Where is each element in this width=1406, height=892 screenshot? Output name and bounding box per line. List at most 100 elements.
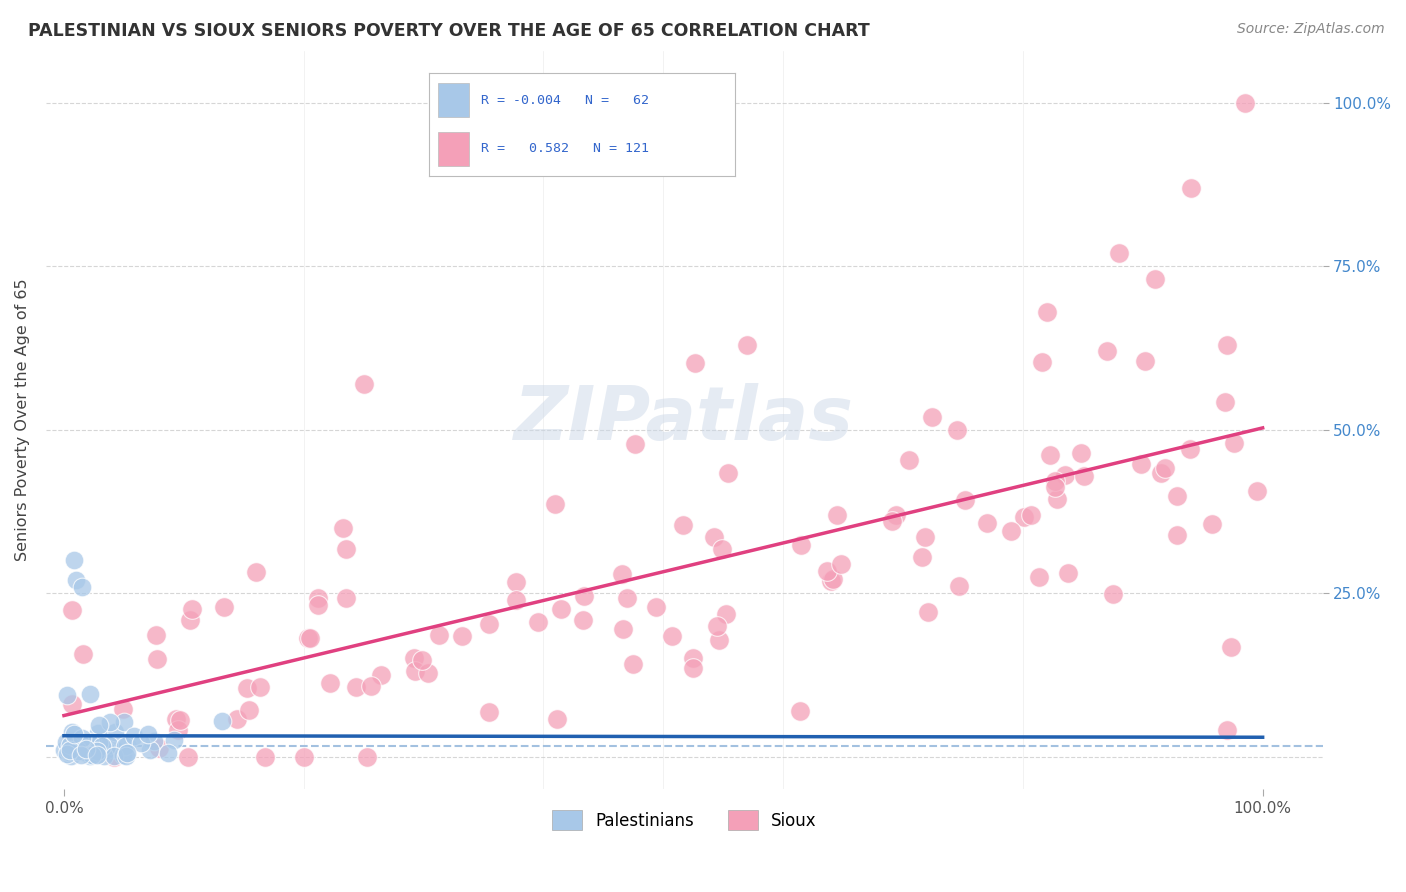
Point xyxy=(815,565,838,579)
Point xyxy=(169,713,191,727)
Point xyxy=(245,565,267,579)
Point xyxy=(450,629,472,643)
Point xyxy=(574,589,596,603)
Point xyxy=(427,627,450,641)
Point xyxy=(404,651,426,665)
Point xyxy=(1039,448,1062,462)
Point xyxy=(571,613,593,627)
Point xyxy=(1180,181,1202,195)
Point xyxy=(66,739,89,754)
Point xyxy=(55,735,77,749)
Point xyxy=(318,675,340,690)
Point xyxy=(117,738,139,752)
Point xyxy=(1150,466,1173,480)
Point xyxy=(735,338,758,352)
Point xyxy=(703,530,725,544)
Point xyxy=(707,632,730,647)
Point xyxy=(142,734,165,748)
Point xyxy=(714,607,737,622)
Point xyxy=(717,466,740,480)
Point xyxy=(612,622,634,636)
Point xyxy=(550,602,572,616)
Point xyxy=(1036,305,1059,319)
Point xyxy=(59,748,82,763)
Point xyxy=(898,453,921,467)
Point xyxy=(72,647,94,661)
Text: PALESTINIAN VS SIOUX SENIORS POVERTY OVER THE AGE OF 65 CORRELATION CHART: PALESTINIAN VS SIOUX SENIORS POVERTY OVE… xyxy=(28,22,870,40)
Point xyxy=(93,749,115,764)
Point xyxy=(86,747,108,762)
Point xyxy=(136,727,159,741)
Point xyxy=(1153,461,1175,475)
Point xyxy=(1056,566,1078,580)
Text: Source: ZipAtlas.com: Source: ZipAtlas.com xyxy=(1237,22,1385,37)
Point xyxy=(1101,587,1123,601)
Point xyxy=(307,598,329,612)
Point xyxy=(945,423,967,437)
Y-axis label: Seniors Poverty Over the Age of 65: Seniors Poverty Over the Age of 65 xyxy=(15,278,30,561)
Point xyxy=(79,748,101,763)
Point xyxy=(69,735,91,749)
Point xyxy=(353,376,375,391)
Point xyxy=(62,743,84,757)
Point xyxy=(976,516,998,531)
Point xyxy=(1220,640,1243,654)
Point xyxy=(111,702,134,716)
Point xyxy=(1073,469,1095,483)
Point xyxy=(884,508,907,523)
Point xyxy=(211,714,233,728)
Point xyxy=(418,666,440,681)
Point xyxy=(103,748,125,763)
Point xyxy=(1028,570,1050,584)
Point xyxy=(115,748,138,763)
Point xyxy=(790,538,813,552)
Point xyxy=(527,615,550,629)
Point xyxy=(165,712,187,726)
Point xyxy=(67,744,90,758)
Point xyxy=(73,745,96,759)
Point xyxy=(89,718,111,732)
Point xyxy=(77,748,100,763)
Point xyxy=(505,575,527,590)
Point xyxy=(1178,442,1201,457)
Point xyxy=(63,727,86,741)
Point xyxy=(610,566,633,581)
Point xyxy=(1143,272,1166,286)
Point xyxy=(1045,492,1067,507)
Point xyxy=(75,742,97,756)
Point xyxy=(90,739,112,753)
Point xyxy=(69,744,91,758)
Point xyxy=(156,747,179,761)
Point xyxy=(624,436,647,450)
Point xyxy=(65,742,87,756)
Point xyxy=(60,724,83,739)
Point xyxy=(180,602,202,616)
Point xyxy=(1019,508,1042,522)
Point xyxy=(87,736,110,750)
Point xyxy=(60,743,83,757)
Point xyxy=(711,542,734,557)
Point xyxy=(825,508,848,522)
Point xyxy=(360,679,382,693)
Point xyxy=(948,579,970,593)
Point xyxy=(94,743,117,757)
Point xyxy=(1108,246,1130,260)
Point xyxy=(820,574,842,589)
Point xyxy=(59,738,82,752)
Point xyxy=(478,705,501,719)
Point xyxy=(98,715,121,730)
Point xyxy=(335,591,357,605)
Point xyxy=(344,680,367,694)
Point xyxy=(79,687,101,701)
Point xyxy=(122,729,145,743)
Point xyxy=(682,651,704,665)
Point xyxy=(953,492,976,507)
Point xyxy=(53,742,76,756)
Point xyxy=(332,521,354,535)
Legend: Palestinians, Sioux: Palestinians, Sioux xyxy=(546,804,823,837)
Point xyxy=(621,657,644,671)
Point xyxy=(411,653,433,667)
Point xyxy=(148,741,170,756)
Point xyxy=(60,603,83,617)
Point xyxy=(1012,509,1035,524)
